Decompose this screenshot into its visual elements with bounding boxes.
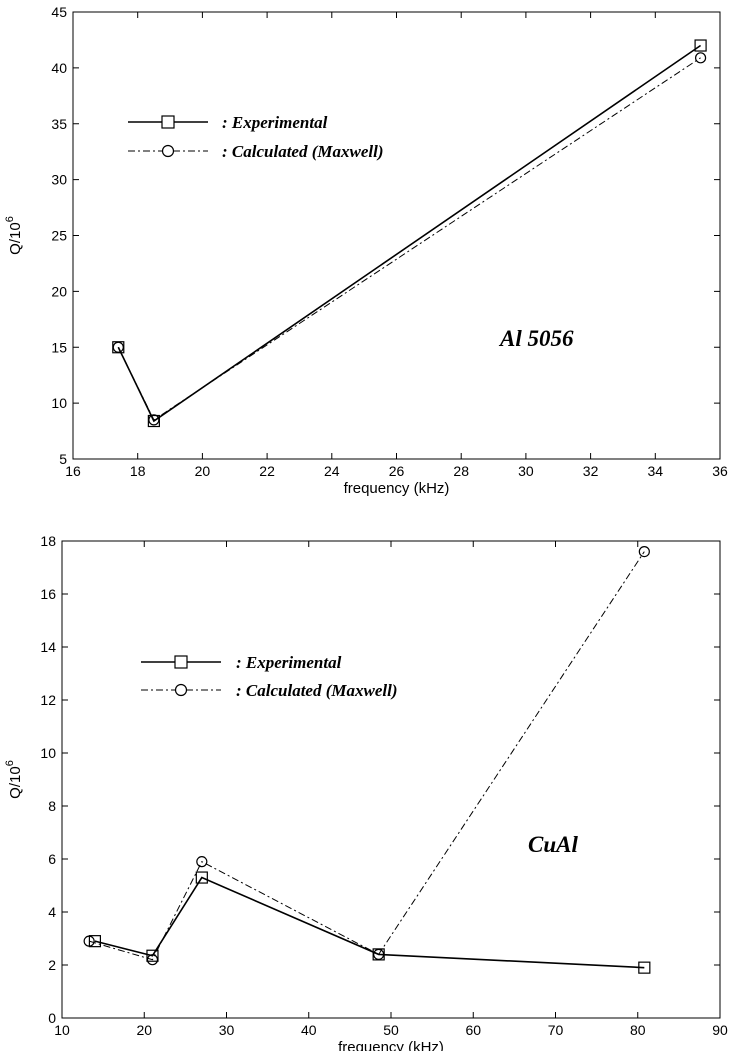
x-tick-label: 40: [301, 1022, 317, 1038]
y-axis-label: Q/106: [4, 760, 24, 799]
y-axis-label-exponent: 6: [4, 216, 16, 222]
y-tick-label: 8: [48, 798, 56, 814]
x-tick-label: 90: [712, 1022, 728, 1038]
plot-frame: [72, 11, 721, 460]
chart-1: 16 18 20 22 24 26 28 30 32 34 36 5 10 15 20 25 30 35 40 45 f…: [4, 4, 728, 497]
material-annotation: CuAl: [528, 832, 578, 857]
x-tick-label: 10: [54, 1022, 70, 1038]
y-axis-label-main: Q/10: [7, 222, 24, 255]
legend-marker-square: [161, 115, 175, 129]
x-tick-label: 18: [130, 463, 146, 479]
plot-frame: [61, 540, 721, 1019]
material-annotation: Al 5056: [498, 326, 574, 351]
y-tick-label: 10: [51, 395, 67, 411]
y-tick-label: 20: [51, 283, 67, 299]
data-point-calculated: [148, 414, 160, 426]
data-point-calculated: [83, 935, 95, 947]
y-tick-label: 15: [51, 339, 67, 355]
y-tick-label: 2: [48, 957, 56, 973]
chart-2: 10 20 30 40 50 60 70 80 90 0 2 4 6 8 10 12 14 16 18 frequen…: [4, 533, 728, 1051]
legend-label-experimental: : Experimental: [222, 113, 328, 132]
y-tick-label: 5: [59, 451, 67, 467]
data-point-experimental: [147, 414, 160, 428]
x-axis-label: frequency (kHz): [338, 1039, 444, 1051]
x-tick-label: 16: [65, 463, 81, 479]
x-tick-label: 70: [548, 1022, 564, 1038]
y-axis-label-main: Q/10: [7, 766, 24, 799]
legend-marker-circle: [174, 683, 188, 697]
data-point-calculated: [373, 948, 385, 961]
legend-marker-circle: [161, 144, 175, 158]
x-tick-label: 80: [630, 1022, 646, 1038]
y-tick-label: 6: [48, 851, 56, 867]
x-tick-label: 30: [219, 1022, 235, 1038]
x-tick-label: 28: [453, 463, 469, 479]
legend-label-calculated: : Calculated (Maxwell): [222, 142, 383, 161]
x-tick-label: 20: [195, 463, 211, 479]
y-tick-label: 12: [40, 692, 56, 708]
x-tick-label: 50: [383, 1022, 399, 1038]
y-tick-label: 40: [51, 60, 67, 76]
x-tick-label: 34: [648, 463, 664, 479]
x-tick-label: 60: [465, 1022, 481, 1038]
data-point-calculated: [638, 545, 650, 558]
y-tick-label: 35: [51, 116, 67, 132]
data-point-experimental: [146, 949, 159, 962]
data-point-experimental: [694, 39, 707, 52]
legend: : Experimental : Calculated (Maxwell): [141, 653, 397, 700]
data-point-calculated: [146, 954, 159, 966]
data-point-calculated: [694, 52, 707, 64]
x-tick-label: 24: [324, 463, 340, 479]
legend-label-experimental: : Experimental: [236, 653, 342, 672]
x-axis-label: frequency (kHz): [344, 480, 450, 497]
y-tick-label: 0: [48, 1010, 56, 1026]
series-line-experimental: [117, 44, 702, 423]
series-line-experimental: [94, 876, 645, 969]
series-line-calculated: [89, 551, 645, 961]
x-tick-label: 30: [518, 463, 534, 479]
y-axis-label: Q/106: [4, 216, 24, 255]
x-tick-label: 20: [136, 1022, 152, 1038]
y-tick-label: 25: [51, 228, 67, 244]
y-tick-label: 16: [40, 586, 56, 602]
data-point-calculated: [196, 856, 208, 868]
y-tick-label: 14: [40, 639, 56, 655]
legend-label-calculated: : Calculated (Maxwell): [236, 681, 397, 700]
y-tick-label: 45: [51, 4, 67, 20]
legend-marker-square: [174, 655, 188, 669]
data-point-calculated: [112, 341, 124, 353]
x-tick-label: 32: [583, 463, 599, 479]
y-axis-label-exponent: 6: [4, 760, 16, 766]
x-tick-label: 22: [259, 463, 275, 479]
data-point-experimental: [195, 871, 208, 884]
x-tick-label: 36: [712, 463, 728, 479]
data-point-experimental: [638, 961, 651, 974]
series-line-calculated: [117, 57, 701, 421]
x-tick-label: 26: [389, 463, 405, 479]
legend: : Experimental : Calculated (Maxwell): [128, 113, 383, 161]
y-tick-label: 4: [48, 904, 56, 920]
y-tick-label: 30: [51, 172, 67, 188]
y-tick-label: 18: [40, 533, 56, 549]
y-tick-label: 10: [40, 745, 56, 761]
